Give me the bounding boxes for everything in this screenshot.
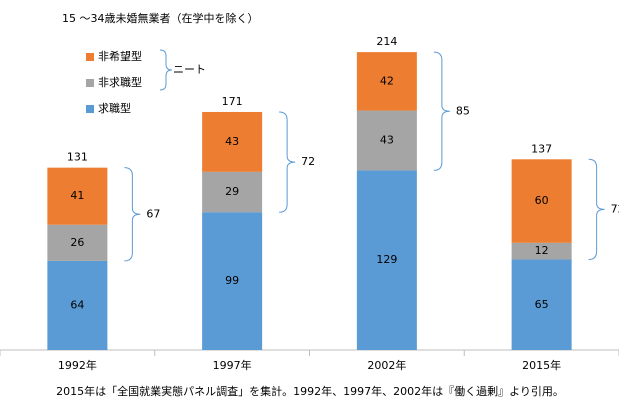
neet-brace [433,51,450,171]
neet-brace [124,167,141,262]
neet-value: 67 [146,207,160,220]
legend-label: 求職型 [98,101,131,115]
neet-legend-label: ニート [173,63,206,76]
bar-segment [47,167,108,225]
footnote: 2015年は「全国就業実態パネル調査」を集計。1992年、1997年、2002年… [56,384,564,398]
bar-segment [511,159,572,243]
total-label: 137 [531,142,552,155]
bar-segment [202,171,263,213]
bar-segment [47,224,108,261]
legend-swatch [86,53,94,61]
total-label: 131 [67,151,88,164]
neet-value: 72 [301,155,315,168]
x-tick-label: 2015年 [522,358,561,372]
neet-value: 72 [611,202,619,215]
bar-segment [511,242,572,260]
segment-label: 99 [225,274,239,287]
segment-label: 26 [70,236,84,249]
legend-brace [159,49,173,91]
neet-value: 85 [456,104,470,117]
neet-brace [279,111,296,213]
segment-label: 43 [380,134,394,147]
x-tick-label: 2002年 [367,358,406,372]
bar-segment [356,110,417,171]
legend-swatch [86,105,94,113]
bar-segment [511,259,572,350]
segment-label: 29 [225,185,239,198]
legend-swatch [86,79,94,87]
segment-label: 41 [70,189,84,202]
segment-label: 60 [535,194,549,207]
segment-label: 12 [535,244,549,257]
x-tick-label: 1997年 [213,358,252,372]
segment-label: 129 [376,253,397,266]
total-label: 214 [376,35,397,48]
segment-label: 43 [225,135,239,148]
segment-label: 64 [70,298,84,311]
x-tick-label: 1992年 [58,358,97,372]
segment-label: 42 [380,74,394,87]
legend-label: 非求職型 [98,75,142,89]
bar-segment [47,260,108,350]
legend-label: 非希望型 [98,49,142,63]
bar-segment [356,170,417,350]
total-label: 171 [222,95,243,108]
bar-segment [356,52,417,111]
bar-segment [202,111,263,172]
segment-label: 65 [535,298,549,311]
bar-segment [202,212,263,350]
neet-brace [588,158,605,261]
chart-title: 15 ～34歳未婚無業者（在学中を除く） [62,11,259,25]
